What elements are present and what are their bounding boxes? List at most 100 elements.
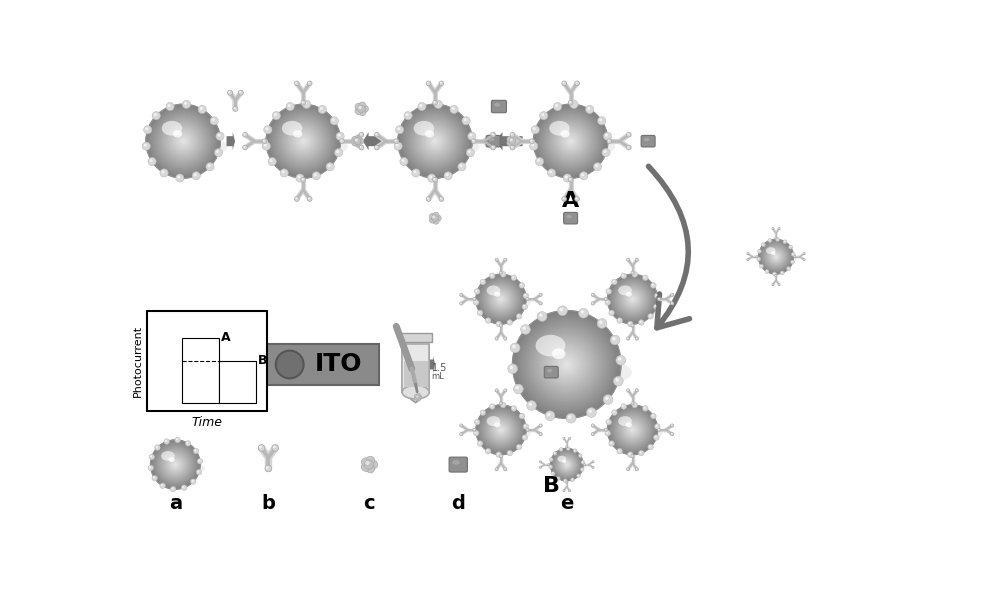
Circle shape (526, 429, 528, 430)
Circle shape (480, 409, 522, 450)
Circle shape (450, 105, 458, 114)
Circle shape (418, 102, 426, 111)
Circle shape (655, 293, 660, 298)
Circle shape (510, 366, 513, 369)
Circle shape (763, 243, 789, 270)
Circle shape (609, 441, 614, 446)
Circle shape (168, 126, 198, 156)
Circle shape (476, 420, 477, 422)
Circle shape (559, 447, 563, 451)
Circle shape (523, 326, 526, 330)
Circle shape (671, 425, 672, 426)
Circle shape (291, 129, 316, 153)
Circle shape (611, 409, 654, 452)
Circle shape (153, 477, 155, 479)
Circle shape (615, 282, 650, 316)
Circle shape (398, 104, 472, 178)
Circle shape (639, 320, 644, 325)
Circle shape (433, 218, 439, 224)
Circle shape (566, 481, 568, 483)
Circle shape (655, 436, 657, 438)
Circle shape (511, 146, 513, 148)
Circle shape (354, 138, 361, 144)
Circle shape (537, 311, 547, 321)
Circle shape (158, 117, 208, 166)
Circle shape (361, 463, 370, 471)
Text: mL: mL (432, 373, 444, 382)
Circle shape (640, 321, 642, 323)
Circle shape (402, 108, 468, 174)
Circle shape (618, 285, 647, 313)
Circle shape (543, 341, 590, 388)
Circle shape (631, 455, 633, 456)
Circle shape (314, 173, 317, 176)
Circle shape (582, 461, 583, 462)
Circle shape (512, 276, 514, 278)
Ellipse shape (533, 135, 615, 158)
Circle shape (557, 477, 559, 479)
Circle shape (625, 292, 640, 307)
Circle shape (507, 140, 513, 146)
Circle shape (481, 410, 521, 450)
Circle shape (530, 142, 538, 150)
Circle shape (612, 410, 617, 415)
Circle shape (772, 283, 774, 286)
Circle shape (163, 452, 188, 477)
Circle shape (523, 436, 525, 438)
Circle shape (170, 486, 176, 492)
Circle shape (164, 453, 187, 476)
Circle shape (496, 259, 497, 260)
Circle shape (182, 100, 191, 108)
Circle shape (760, 264, 763, 268)
Circle shape (787, 268, 789, 269)
Circle shape (592, 294, 593, 295)
Circle shape (643, 406, 648, 411)
Circle shape (152, 111, 160, 120)
Circle shape (404, 110, 466, 172)
Circle shape (400, 107, 470, 176)
Circle shape (565, 362, 569, 366)
Circle shape (627, 133, 629, 135)
Circle shape (604, 298, 608, 301)
Circle shape (496, 337, 497, 338)
Circle shape (440, 81, 442, 84)
Circle shape (603, 395, 613, 404)
Circle shape (766, 247, 786, 267)
Circle shape (174, 132, 192, 150)
Circle shape (148, 465, 154, 471)
Circle shape (635, 258, 638, 261)
Text: b: b (261, 494, 275, 513)
Circle shape (395, 140, 396, 141)
Circle shape (569, 437, 571, 440)
Circle shape (547, 169, 556, 177)
Circle shape (478, 407, 524, 453)
Circle shape (562, 459, 572, 470)
Circle shape (599, 119, 602, 121)
Circle shape (658, 429, 659, 430)
Circle shape (563, 437, 565, 440)
Circle shape (498, 427, 503, 432)
Circle shape (474, 419, 480, 425)
Circle shape (197, 459, 203, 464)
Circle shape (460, 294, 461, 295)
Circle shape (300, 138, 307, 145)
Circle shape (772, 253, 780, 261)
Circle shape (612, 279, 653, 319)
Circle shape (308, 81, 310, 84)
Circle shape (632, 271, 638, 277)
Circle shape (780, 271, 784, 275)
Circle shape (157, 446, 194, 483)
Circle shape (627, 468, 630, 471)
Circle shape (627, 259, 628, 260)
Circle shape (536, 107, 605, 176)
Circle shape (504, 389, 507, 392)
Circle shape (359, 132, 364, 137)
Circle shape (150, 455, 152, 457)
Circle shape (770, 250, 782, 263)
Circle shape (165, 454, 186, 475)
Circle shape (671, 302, 672, 304)
Circle shape (460, 294, 463, 297)
Circle shape (208, 164, 210, 167)
Circle shape (153, 111, 213, 171)
Circle shape (512, 138, 519, 144)
